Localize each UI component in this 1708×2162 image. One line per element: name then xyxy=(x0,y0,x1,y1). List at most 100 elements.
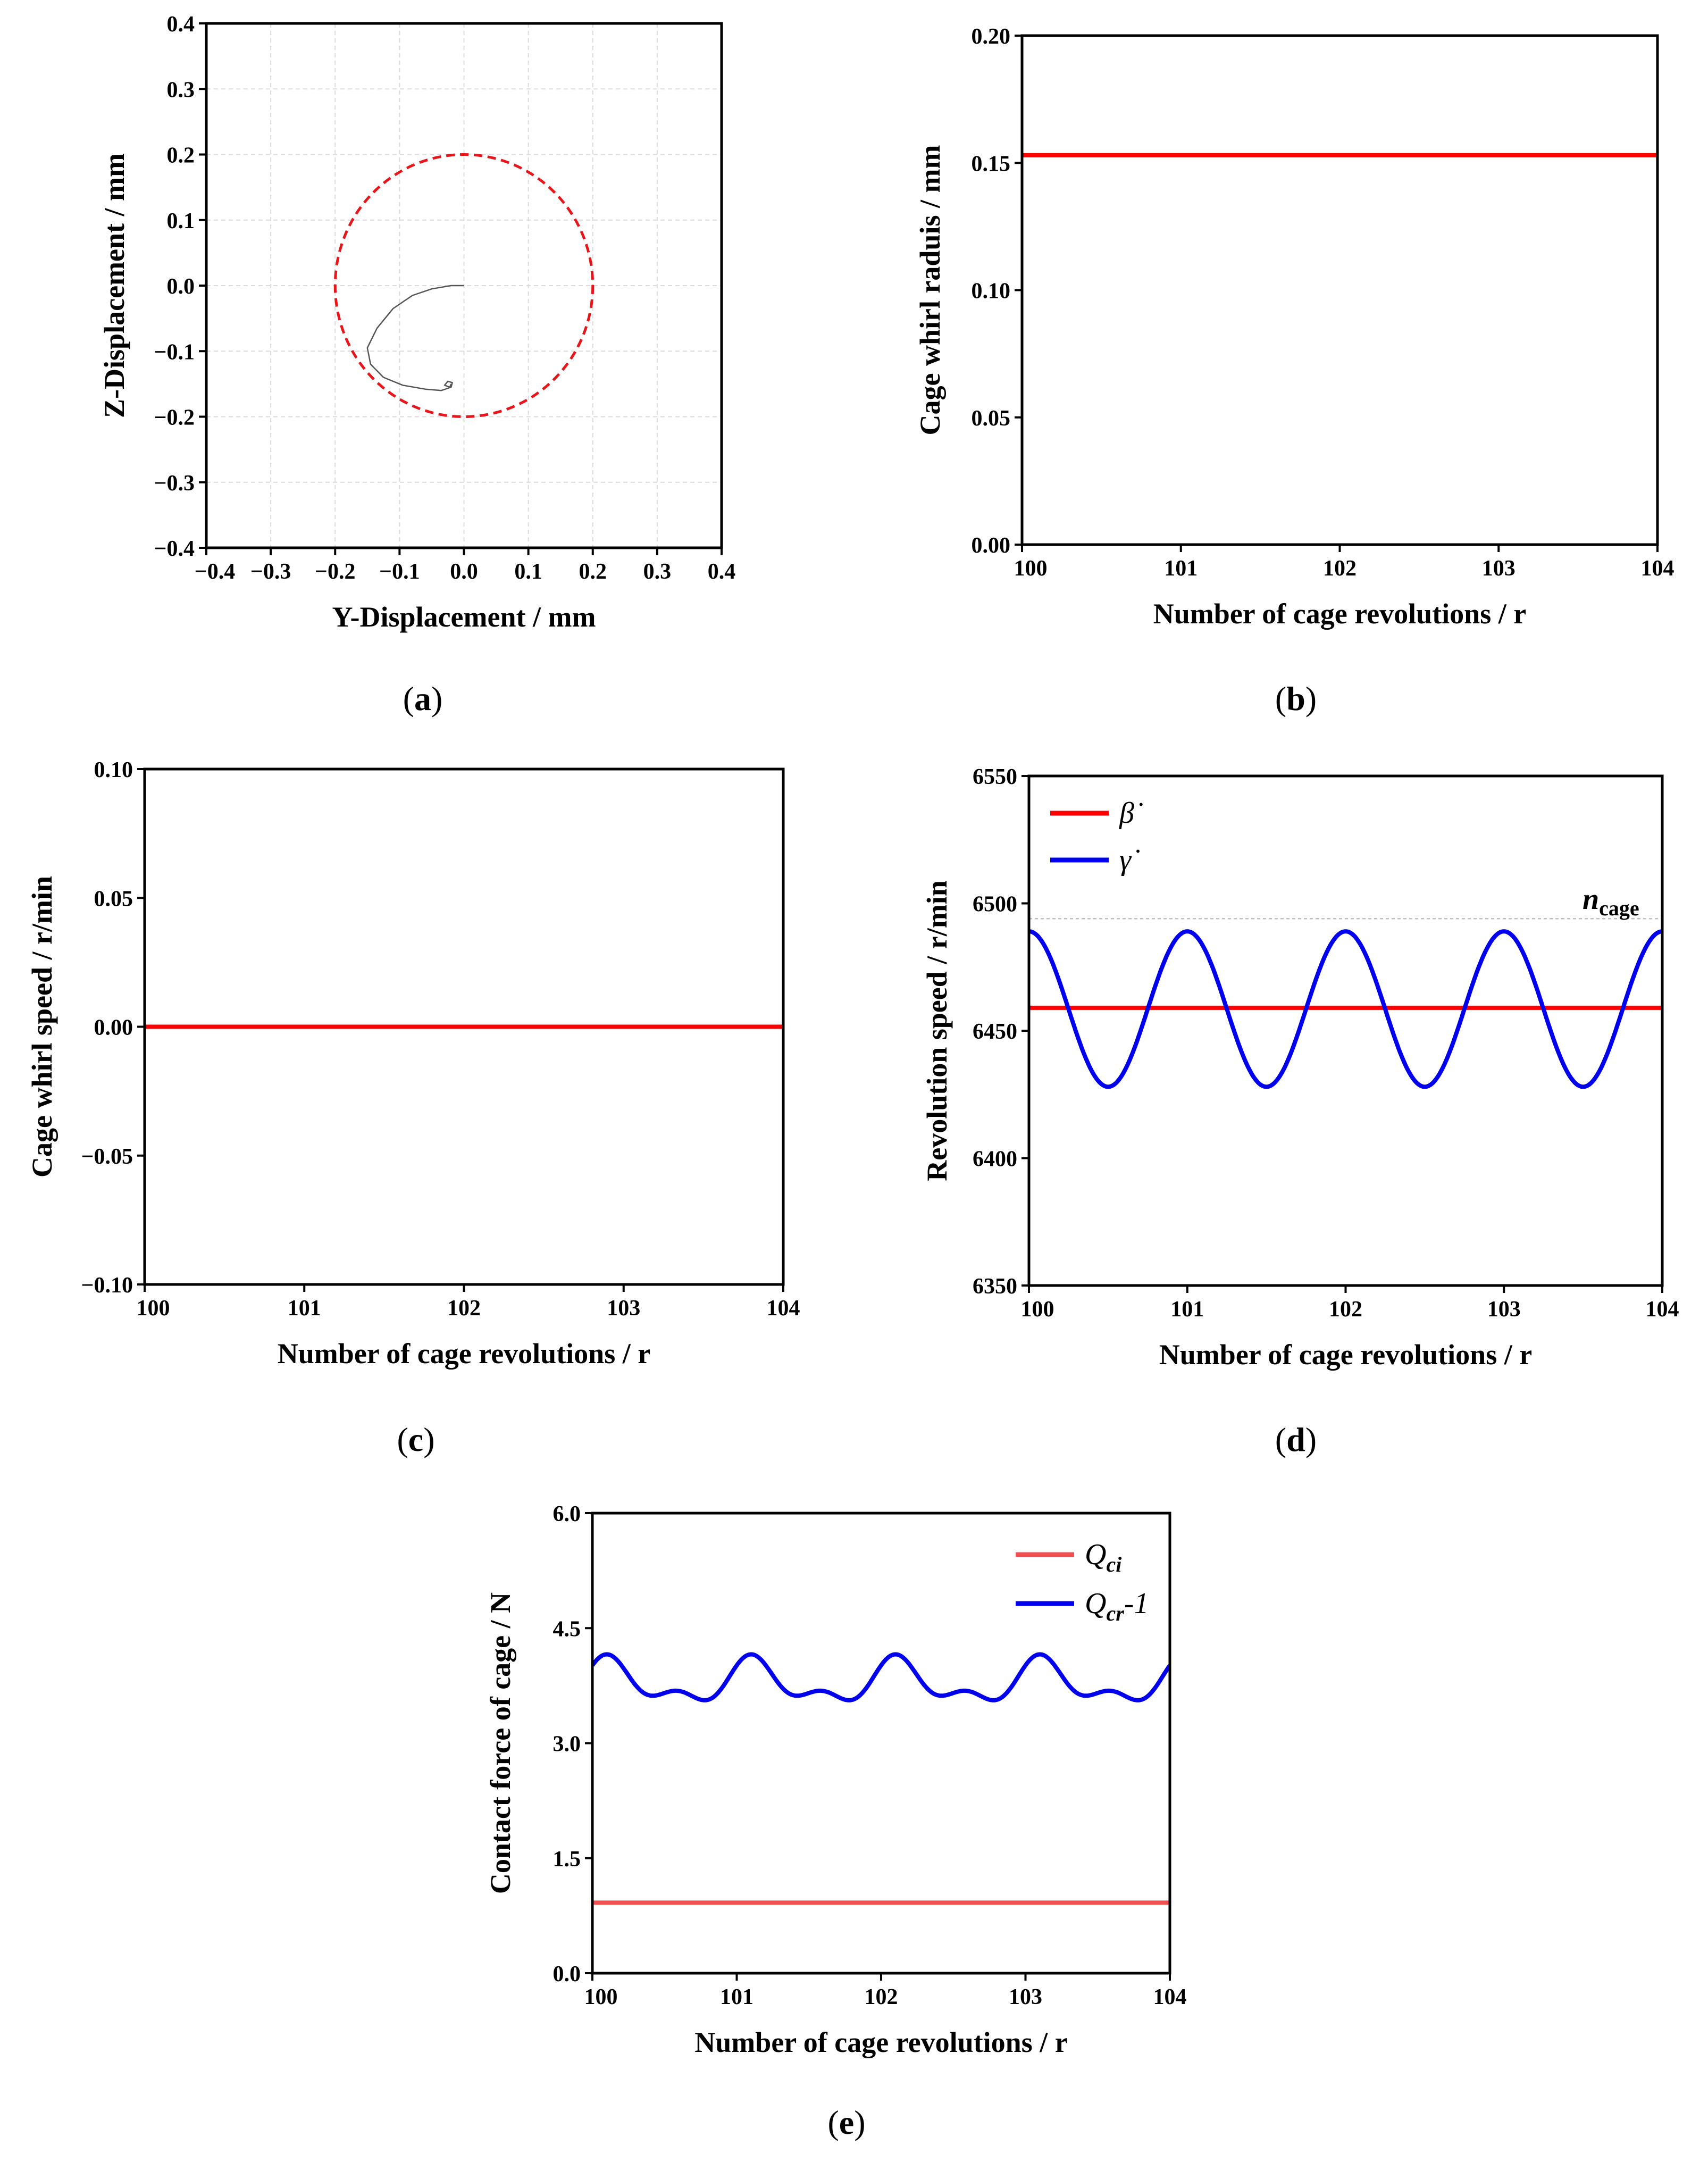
y-tick-label: 4.5 xyxy=(553,1617,581,1641)
x-tick-label: 104 xyxy=(1641,556,1674,581)
x-tick-label: 102 xyxy=(1323,556,1357,581)
y-tick-label: −0.05 xyxy=(81,1145,133,1169)
y-tick-label: −0.2 xyxy=(154,406,195,430)
x-tick-label: −0.2 xyxy=(315,560,355,584)
x-tick-label: 100 xyxy=(584,1985,618,2009)
y-tick-label: 0.3 xyxy=(167,78,195,102)
x-tick-label: 101 xyxy=(720,1985,753,2009)
caption-open: ( xyxy=(1275,1421,1286,1458)
y-tick-label: 6400 xyxy=(973,1147,1017,1172)
caption-open: ( xyxy=(827,2103,839,2141)
y-tick-label: 0.0 xyxy=(553,1962,581,1986)
x-tick-label: 0.0 xyxy=(450,560,478,584)
y-axis-title: Z-Displacement / mm xyxy=(98,153,130,418)
y-tick-label: −0.3 xyxy=(154,471,195,496)
x-tick-label: 102 xyxy=(447,1296,481,1321)
y-tick-label: 6500 xyxy=(973,892,1017,917)
x-tick-label: −0.1 xyxy=(379,560,420,584)
y-tick-label: 0.00 xyxy=(972,533,1011,558)
x-tick-label: 103 xyxy=(1487,1297,1521,1322)
x-tick-label: 103 xyxy=(607,1296,640,1321)
x-tick-label: −0.3 xyxy=(250,560,291,584)
chart-panel-c: 100 101 102 103 104 −0.10 −0.05 0.00 0.05 0.10 Num… xyxy=(26,758,800,1458)
y-tick-label: 0.4 xyxy=(167,12,195,37)
y-tick-label: 6550 xyxy=(973,765,1017,789)
y-tick-label: 0.00 xyxy=(94,1016,133,1040)
y-axis-title: Cage whirl speed / r/min xyxy=(26,876,58,1178)
x-axis-title: Y-Displacement / mm xyxy=(332,601,596,633)
y-tick-label: −0.1 xyxy=(154,340,195,364)
x-tick-label: 104 xyxy=(1646,1297,1679,1322)
y-tick-label: 0.0 xyxy=(167,274,195,299)
series-line-a-0 xyxy=(366,285,464,391)
x-tick-label: 101 xyxy=(1170,1297,1204,1322)
y-tick-label: 0.05 xyxy=(94,887,133,911)
x-tick-label: 100 xyxy=(137,1296,170,1321)
x-tick-label: 100 xyxy=(1021,1297,1054,1322)
x-axis-title: Number of cage revolutions / r xyxy=(1159,1339,1532,1371)
x-tick-label: 101 xyxy=(1164,556,1198,581)
y-tick-label: 0.2 xyxy=(167,144,195,168)
y-tick-label: 0.20 xyxy=(972,24,1011,49)
legend-label-sub: cr xyxy=(1106,1601,1124,1625)
x-tick-label: 0.2 xyxy=(579,560,607,584)
legend-label-suffix: -1 xyxy=(1124,1587,1149,1620)
panel-caption: (d) xyxy=(1275,1421,1317,1458)
x-tick-label: 104 xyxy=(767,1296,800,1321)
x-tick-label: 103 xyxy=(1009,1985,1042,2009)
y-tick-label: 0.1 xyxy=(167,209,195,233)
caption-close: ) xyxy=(854,2103,865,2141)
x-tick-label: 0.1 xyxy=(514,560,542,584)
x-tick-label: 104 xyxy=(1153,1985,1187,2009)
y-tick-label: 3.0 xyxy=(553,1732,581,1757)
series-line-e-1 xyxy=(592,1652,1170,1702)
caption-close: ) xyxy=(423,1421,434,1458)
caption-close: ) xyxy=(1305,680,1317,717)
caption-close: ) xyxy=(431,680,442,717)
x-axis-title: Number of cage revolutions / r xyxy=(1153,598,1526,630)
y-tick-label: −0.10 xyxy=(81,1273,133,1298)
panel-caption: (a) xyxy=(403,680,443,717)
y-axis-title: Cage whirl raduis / mm xyxy=(914,145,946,435)
caption-letter: e xyxy=(839,2103,854,2141)
x-tick-label: 103 xyxy=(1482,556,1516,581)
y-tick-label: 0.10 xyxy=(972,279,1011,304)
x-axis-title: Number of cage revolutions / r xyxy=(278,1338,650,1370)
y-tick-label: 6450 xyxy=(973,1020,1017,1044)
x-tick-label: 102 xyxy=(1329,1297,1362,1322)
y-tick-label: 0.05 xyxy=(972,406,1011,431)
legend-label: Qcr-1 xyxy=(1085,1587,1149,1625)
y-tick-label: 0.10 xyxy=(94,758,133,782)
panel-caption: (c) xyxy=(397,1421,434,1458)
clearance-circle xyxy=(333,153,595,418)
caption-close: ) xyxy=(1305,1421,1317,1458)
plot-area-e xyxy=(592,1652,1170,1905)
y-axis-title: Revolution speed / r/min xyxy=(921,880,953,1181)
y-tick-label: 1.5 xyxy=(553,1847,581,1872)
chart-panel-e: 100 101 102 103 104 0.0 1.5 3.0 4.5 6.0 Number of … xyxy=(484,1502,1187,2141)
y-tick-label: 0.15 xyxy=(972,152,1011,176)
caption-letter: c xyxy=(408,1421,423,1458)
x-tick-label: 0.4 xyxy=(708,560,736,584)
chart-panel-a: −0.4 −0.3 −0.2 −0.1 0.0 0.1 0.2 0.3 0.4−0.4−0.3−… xyxy=(98,12,735,717)
x-tick-label: −0.4 xyxy=(195,560,235,584)
y-tick-label: 6.0 xyxy=(553,1502,581,1526)
panel-caption: (b) xyxy=(1275,680,1317,717)
y-tick-label: 6350 xyxy=(973,1274,1017,1299)
plot-area-a xyxy=(333,153,595,418)
y-tick-label: −0.4 xyxy=(154,537,195,561)
panel-caption: (e) xyxy=(827,2103,865,2141)
y-axis-title: Contact force of cage / N xyxy=(484,1592,516,1894)
series-line-d-1 xyxy=(1029,929,1662,1089)
caption-open: ( xyxy=(1275,680,1286,717)
plot-area-d xyxy=(1029,929,1662,1089)
x-tick-label: 100 xyxy=(1014,556,1048,581)
caption-letter: d xyxy=(1286,1421,1305,1458)
caption-open: ( xyxy=(397,1421,408,1458)
legend-label-sub: ci xyxy=(1106,1552,1121,1576)
caption-letter: b xyxy=(1286,680,1305,717)
